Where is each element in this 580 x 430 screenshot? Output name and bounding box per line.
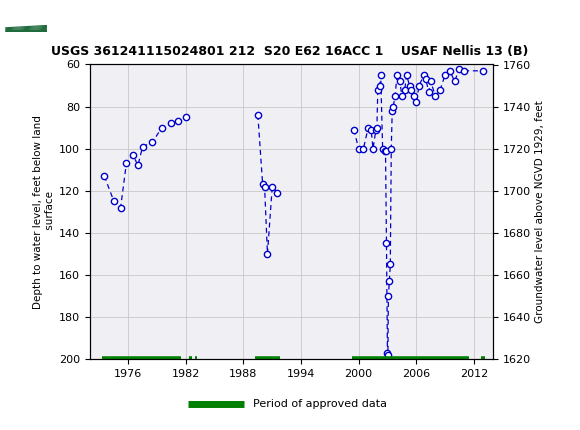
Text: Period of approved data: Period of approved data bbox=[253, 399, 387, 409]
FancyBboxPatch shape bbox=[6, 3, 46, 30]
Y-axis label: Groundwater level above NGVD 1929, feet: Groundwater level above NGVD 1929, feet bbox=[535, 100, 545, 323]
Y-axis label: Depth to water level, feet below land
 surface: Depth to water level, feet below land su… bbox=[33, 115, 55, 309]
Text: USGS 361241115024801 212  S20 E62 16ACC 1    USAF Nellis 13 (B): USGS 361241115024801 212 S20 E62 16ACC 1… bbox=[51, 45, 529, 58]
Text: USGS: USGS bbox=[58, 7, 109, 25]
